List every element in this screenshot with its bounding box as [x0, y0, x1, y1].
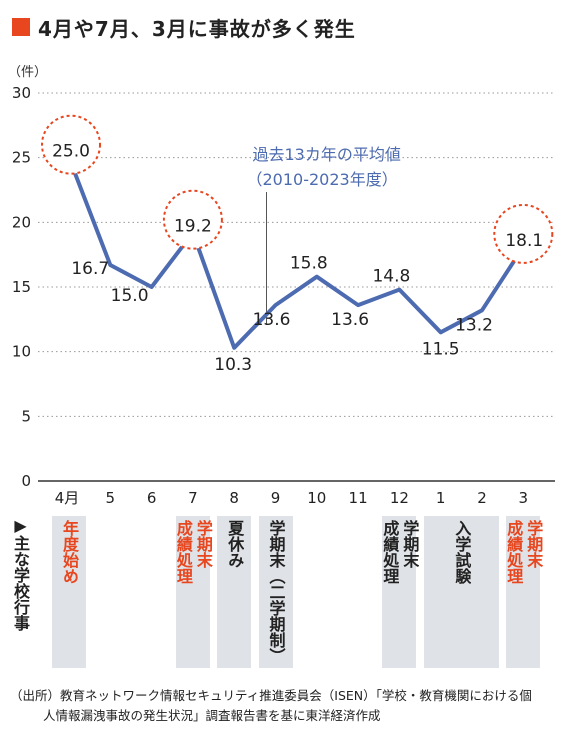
data-label: 10.3: [214, 355, 252, 375]
y-tick-label: 20: [12, 213, 31, 231]
series-line: [67, 155, 526, 350]
data-label: 16.7: [71, 259, 109, 279]
event-band: [382, 516, 417, 668]
event-text: 夏休み: [225, 520, 245, 568]
event-band: [217, 516, 252, 668]
source-line-1: （出所）教育ネットワーク情報セキュリティ推進委員会（ISEN）「学校・教育機関に…: [10, 688, 532, 703]
annotation-line-2: （2010-2023年度）: [247, 170, 398, 189]
title-block: 4月や7月、3月に事故が多く発生: [12, 12, 356, 42]
highlight-circle: [162, 189, 223, 250]
data-label: 15.8: [290, 254, 328, 274]
y-tick-label: 25: [12, 149, 31, 167]
source-note: （出所）教育ネットワーク情報セキュリティ推進委員会（ISEN）「学校・教育機関に…: [10, 686, 562, 726]
chart-title: 4月や7月、3月に事故が多く発生: [38, 16, 356, 41]
event-band: [506, 516, 541, 668]
data-label: 13.6: [331, 310, 369, 330]
event-text: 成績処理: [173, 520, 193, 584]
x-tick-label: 10: [307, 489, 326, 507]
x-tick-label: 6: [147, 489, 157, 507]
event-text: 年度始め: [60, 520, 79, 584]
event-text: 成績処理: [380, 520, 400, 584]
x-tick-label: 4月: [55, 489, 80, 507]
y-tick-label: 10: [12, 343, 31, 361]
data-label: 13.2: [455, 315, 493, 335]
data-label: 25.0: [52, 142, 90, 162]
y-tick-label: 5: [21, 407, 31, 425]
y-unit-label: （件）: [8, 65, 47, 80]
event-text: 学期末: [524, 520, 544, 568]
data-label: 15.0: [111, 286, 149, 306]
data-label: 14.8: [372, 267, 410, 287]
event-band: [52, 516, 86, 668]
event-text: 学期末: [193, 520, 213, 568]
title-marker-icon: [12, 18, 30, 36]
x-tick-label: 9: [271, 489, 281, 507]
y-tick-label: 0: [21, 472, 31, 490]
x-tick-label: 3: [519, 489, 529, 507]
event-text: 成績処理: [504, 520, 524, 584]
annotation-line-1: 過去13カ年の平均値: [253, 145, 401, 164]
data-label: 18.1: [505, 231, 543, 251]
x-tick-label: 5: [106, 489, 116, 507]
highlight-circle: [41, 114, 101, 175]
y-tick-label: 15: [12, 278, 31, 296]
events-label: ▶主な学校行事: [11, 516, 30, 631]
event-text: 学期末: [400, 520, 420, 568]
x-tick-label: 1: [436, 489, 446, 507]
x-tick-label: 7: [188, 489, 198, 507]
data-label: 13.6: [253, 310, 291, 330]
x-tick-label: 11: [349, 489, 368, 507]
x-tick-label: 2: [477, 489, 487, 507]
event-band: [258, 516, 293, 668]
event-text: 学期末（二学期制）: [266, 520, 286, 664]
x-tick-label: 12: [390, 489, 409, 507]
source-line-2: 人情報漏洩事故の発生状況」調査報告書を基に東洋経済作成: [43, 708, 381, 723]
event-band: [175, 516, 210, 668]
data-label: 11.5: [422, 339, 460, 359]
event-text: 入学試験: [452, 520, 472, 584]
y-tick-label: 30: [12, 84, 31, 102]
highlight-circle: [493, 203, 554, 264]
event-band: [423, 516, 499, 668]
data-label: 19.2: [174, 217, 212, 237]
x-tick-label: 8: [229, 489, 239, 507]
